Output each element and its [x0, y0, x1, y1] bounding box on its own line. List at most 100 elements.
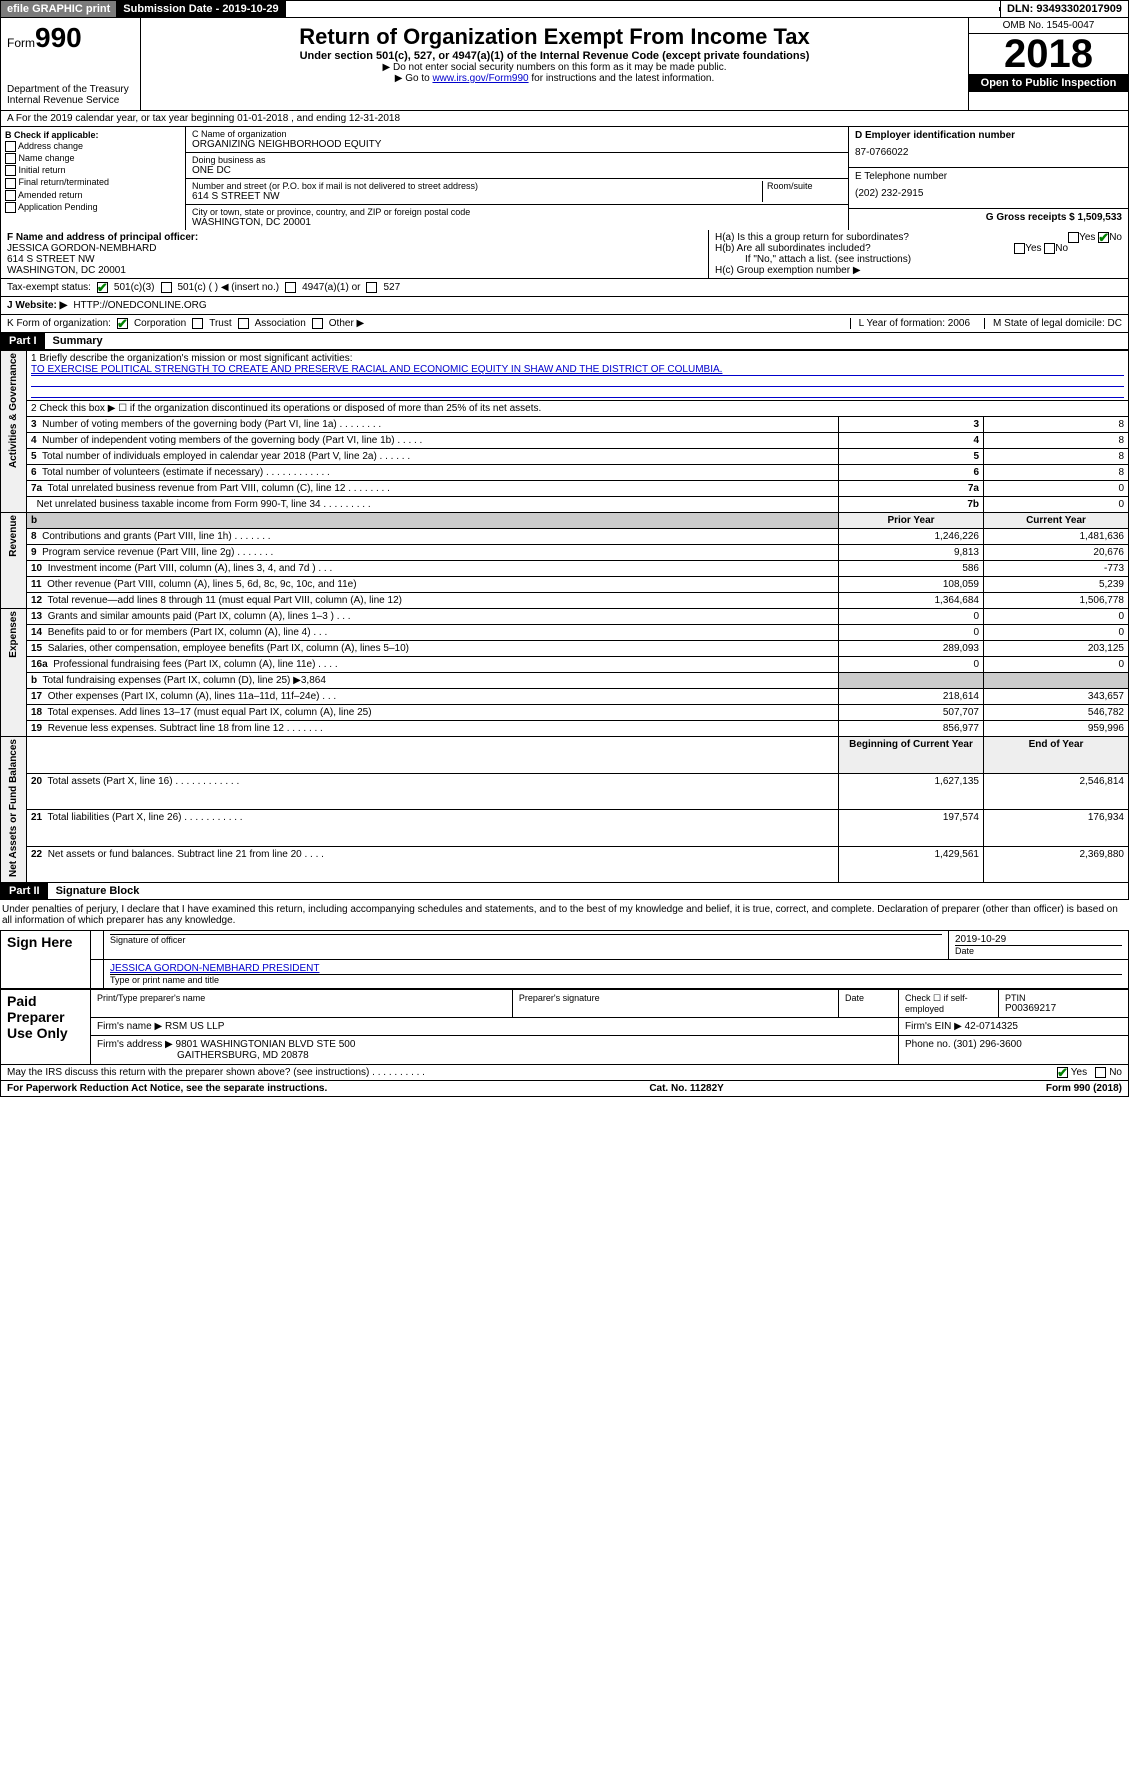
street: 614 S STREET NW	[192, 191, 762, 202]
table-row: 21 Total liabilities (Part X, line 26) .…	[1, 810, 1129, 847]
table-row: 17 Other expenses (Part IX, column (A), …	[1, 689, 1129, 705]
declaration: Under penalties of perjury, I declare th…	[0, 900, 1129, 930]
table-row: 12 Total revenue—add lines 8 through 11 …	[1, 593, 1129, 609]
topbar: efile GRAPHIC print Submission Date - 20…	[0, 0, 1129, 18]
submission-date: Submission Date - 2019-10-29	[117, 1, 285, 17]
sign-here: Sign Here	[1, 931, 91, 989]
check-final[interactable]: Final return/terminated	[5, 177, 181, 188]
table-row: 6 Total number of volunteers (estimate i…	[1, 465, 1129, 481]
year-formation: L Year of formation: 2006	[850, 318, 978, 329]
table-row: 5 Total number of individuals employed i…	[1, 449, 1129, 465]
sign-here-table: Sign Here Signature of officer 2019-10-2…	[0, 930, 1129, 989]
discuss-yes[interactable]	[1057, 1067, 1068, 1078]
prep-sig-label: Preparer's signature	[512, 990, 838, 1018]
street-label: Number and street (or P.O. box if mail i…	[192, 181, 762, 191]
rev-label: Revenue	[8, 515, 19, 557]
cat-no: Cat. No. 11282Y	[649, 1083, 723, 1094]
table-row: 22 Net assets or fund balances. Subtract…	[1, 846, 1129, 883]
check-4947[interactable]	[285, 282, 296, 293]
check-501c3[interactable]	[97, 282, 108, 293]
mission: TO EXERCISE POLITICAL STRENGTH TO CREATE…	[31, 364, 1124, 375]
officer-addr1: 614 S STREET NW	[7, 254, 95, 265]
open-to-public: Open to Public Inspection	[969, 74, 1128, 92]
section-fgh: F Name and address of principal officer:…	[0, 230, 1129, 279]
dept-treasury: Department of the Treasury	[7, 84, 134, 95]
part1-title: Summary	[45, 333, 111, 349]
dba: ONE DC	[192, 165, 842, 176]
dba-label: Doing business as	[192, 155, 842, 165]
net-label: Net Assets or Fund Balances	[8, 739, 19, 877]
tel-label: E Telephone number	[855, 171, 947, 182]
check-application[interactable]: Application Pending	[5, 202, 181, 213]
form-header: Form990 Department of the Treasury Inter…	[0, 18, 1129, 111]
check-trust[interactable]	[192, 318, 203, 329]
prep-date-label: Date	[839, 990, 899, 1018]
dln: DLN: 93493302017909	[1000, 1, 1128, 17]
irs-link[interactable]: www.irs.gov/Form990	[432, 73, 528, 84]
prep-name-label: Print/Type preparer's name	[91, 990, 513, 1018]
check-assoc[interactable]	[238, 318, 249, 329]
self-employed-check[interactable]: Check ☐ if self-employed	[899, 990, 999, 1018]
check-name[interactable]: Name change	[5, 153, 181, 164]
section-b: B Check if applicable: Address change Na…	[1, 127, 186, 230]
website-url: HTTP://ONEDCONLINE.ORG	[73, 300, 206, 311]
dept-irs: Internal Revenue Service	[7, 95, 134, 106]
hb-row: H(b) Are all subordinates included? Yes …	[715, 243, 1122, 254]
check-corp[interactable]	[117, 318, 128, 329]
table-row: 4 Number of independent voting members o…	[1, 433, 1129, 449]
tax-year: 2018	[969, 34, 1128, 74]
table-row: Net unrelated business taxable income fr…	[1, 497, 1129, 513]
firm-phone: (301) 296-3600	[953, 1039, 1021, 1050]
hb-note: If "No," attach a list. (see instruction…	[715, 254, 1122, 265]
topbar-spacer	[286, 7, 1000, 11]
form-number: Form990	[7, 22, 134, 54]
check-initial[interactable]: Initial return	[5, 165, 181, 176]
officer-name: JESSICA GORDON-NEMBHARD	[7, 243, 156, 254]
table-row: 14 Benefits paid to or for members (Part…	[1, 625, 1129, 641]
table-row: b Total fundraising expenses (Part IX, c…	[1, 673, 1129, 689]
q1: 1 Briefly describe the organization's mi…	[31, 353, 1124, 364]
f-label: F Name and address of principal officer:	[7, 232, 198, 243]
ssn-note: ▶ Do not enter social security numbers o…	[147, 62, 962, 73]
tel: (202) 232-2915	[855, 182, 1122, 205]
firm-ein: 42-0714325	[965, 1021, 1018, 1032]
exp-label: Expenses	[8, 611, 19, 658]
table-row: 15 Salaries, other compensation, employe…	[1, 641, 1129, 657]
table-row: 20 Total assets (Part X, line 16) . . . …	[1, 773, 1129, 810]
section-a: A For the 2019 calendar year, or tax yea…	[0, 111, 1129, 127]
state-domicile: M State of legal domicile: DC	[984, 318, 1122, 329]
form-subtitle: Under section 501(c), 527, or 4947(a)(1)…	[147, 50, 962, 62]
ha-row: H(a) Is this a group return for subordin…	[715, 232, 1122, 243]
table-row: 3 Number of voting members of the govern…	[1, 417, 1129, 433]
website-row: J Website: ▶ HTTP://ONEDCONLINE.ORG	[0, 297, 1129, 315]
table-row: 16a Professional fundraising fees (Part …	[1, 657, 1129, 673]
check-501c[interactable]	[161, 282, 172, 293]
table-row: 9 Program service revenue (Part VIII, li…	[1, 545, 1129, 561]
section-bcd: B Check if applicable: Address change Na…	[0, 127, 1129, 230]
officer-addr2: WASHINGTON, DC 20001	[7, 265, 126, 276]
gov-label: Activities & Governance	[8, 353, 19, 468]
check-amended[interactable]: Amended return	[5, 190, 181, 201]
sig-date: 2019-10-29	[955, 934, 1122, 945]
table-row: 10 Investment income (Part VIII, column …	[1, 561, 1129, 577]
q2: 2 Check this box ▶ ☐ if the organization…	[27, 401, 1129, 417]
firm-addr: 9801 WASHINGTONIAN BLVD STE 500	[176, 1039, 356, 1050]
form-title: Return of Organization Exempt From Incom…	[147, 24, 962, 50]
efile-print-button[interactable]: efile GRAPHIC print	[1, 1, 117, 17]
ptin: P00369217	[1005, 1003, 1122, 1014]
paid-preparer: Paid Preparer Use Only	[1, 990, 91, 1065]
table-row: 7a Total unrelated business revenue from…	[1, 481, 1129, 497]
room-label: Room/suite	[762, 181, 842, 202]
gross-receipts: G Gross receipts $ 1,509,533	[986, 212, 1122, 223]
part1-header: Part I	[1, 333, 45, 349]
section-c: C Name of organizationORGANIZING NEIGHBO…	[186, 127, 848, 230]
table-row: 11 Other revenue (Part VIII, column (A),…	[1, 577, 1129, 593]
check-address[interactable]: Address change	[5, 141, 181, 152]
summary-table: Activities & Governance 1 Briefly descri…	[0, 350, 1129, 883]
city-label: City or town, state or province, country…	[192, 207, 842, 217]
part2-title: Signature Block	[48, 883, 148, 899]
discuss-no[interactable]	[1095, 1067, 1106, 1078]
check-527[interactable]	[366, 282, 377, 293]
part2-header: Part II	[1, 883, 48, 899]
check-other[interactable]	[312, 318, 323, 329]
